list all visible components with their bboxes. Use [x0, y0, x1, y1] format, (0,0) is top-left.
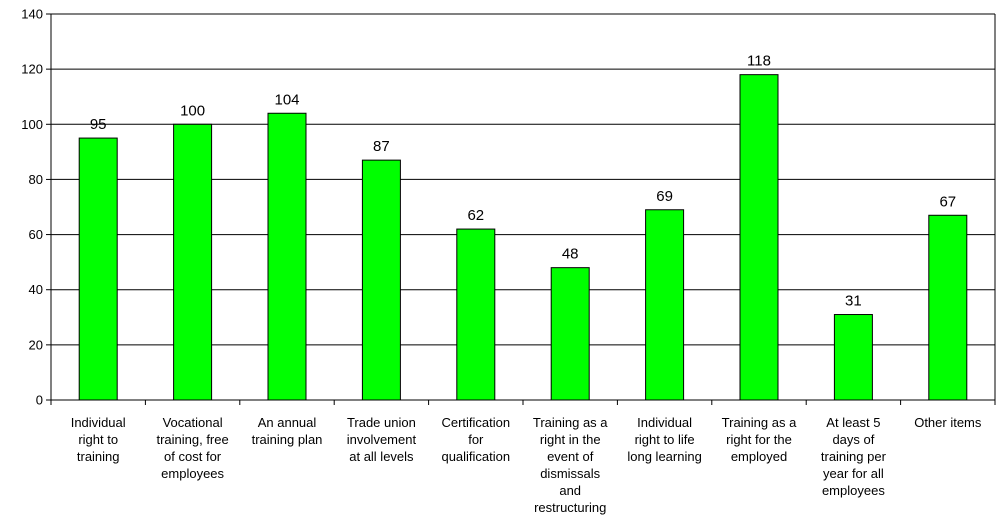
- category-label-line: employed: [731, 449, 787, 464]
- category-label-line: employees: [161, 466, 224, 481]
- category-label-line: restructuring: [534, 500, 606, 515]
- category-label: At least 5 days of training per year for al…: [821, 415, 887, 498]
- y-tick-labels: 0 20 40 60 80 100 120 140: [21, 7, 43, 408]
- category-label-line: qualification: [441, 449, 510, 464]
- data-label: 100: [180, 102, 205, 119]
- data-label: 95: [90, 116, 107, 133]
- category-label: An annual training plan: [252, 415, 323, 447]
- category-label-line: long learning: [627, 449, 701, 464]
- category-label-line: right in the: [540, 432, 601, 447]
- category-label: Training as a right in the event of dismiss…: [533, 415, 608, 515]
- category-label-line: right to life: [635, 432, 695, 447]
- category-label-line: right for the: [726, 432, 792, 447]
- bar: [78, 137, 118, 401]
- category-label-line: Training as a: [722, 415, 797, 430]
- bars: [78, 74, 968, 401]
- axes: [46, 13, 996, 405]
- bar: [173, 123, 213, 401]
- data-label: 48: [562, 246, 579, 263]
- category-label-line: training per: [821, 449, 887, 464]
- category-label: Certification for qualification: [441, 415, 510, 464]
- y-tick-label: 60: [29, 227, 43, 242]
- category-label-line: event of: [547, 449, 594, 464]
- category-label-line: dismissals: [540, 466, 600, 481]
- category-label-line: At least 5: [826, 415, 880, 430]
- category-label-line: and: [559, 483, 581, 498]
- y-tick-label: 80: [29, 172, 43, 187]
- category-label-line: Other items: [914, 415, 982, 430]
- y-tick-label: 140: [21, 7, 43, 22]
- y-tick-label: 120: [21, 62, 43, 77]
- bar: [267, 112, 307, 401]
- category-label-line: at all levels: [349, 449, 414, 464]
- category-label-line: year for all: [823, 466, 884, 481]
- category-label-line: right to: [78, 432, 118, 447]
- data-label: 67: [939, 193, 956, 210]
- bar: [645, 209, 685, 401]
- category-label-line: Trade union: [347, 415, 416, 430]
- bar: [739, 74, 779, 401]
- y-tick-label: 100: [21, 117, 43, 132]
- category-label-line: Vocational: [163, 415, 223, 430]
- category-label-line: involvement: [347, 432, 417, 447]
- category-label-line: training, free: [156, 432, 228, 447]
- category-label: Other items: [914, 415, 982, 430]
- category-label: Individual right to training: [71, 415, 126, 464]
- category-label: Training as a right for the employed: [722, 415, 797, 464]
- bar: [550, 267, 590, 401]
- data-label: 87: [373, 138, 390, 155]
- bar: [833, 314, 873, 401]
- category-label-line: Training as a: [533, 415, 608, 430]
- category-label-line: Individual: [637, 415, 692, 430]
- category-labels: Individual right to training Vocational trai…: [71, 415, 982, 515]
- bar: [456, 228, 496, 401]
- category-label-line: training plan: [252, 432, 323, 447]
- category-label: Individual right to life long learning: [627, 415, 701, 464]
- data-label: 118: [747, 53, 771, 70]
- category-label-line: Individual: [71, 415, 126, 430]
- bar: [928, 214, 968, 401]
- category-label-line: for: [468, 432, 484, 447]
- data-label: 69: [656, 188, 673, 205]
- category-label-line: of cost for: [164, 449, 222, 464]
- data-label: 104: [274, 91, 299, 108]
- category-label-line: days of: [832, 432, 874, 447]
- category-label-line: employees: [822, 483, 885, 498]
- category-label-line: Certification: [441, 415, 510, 430]
- category-label: Vocational training, free of cost for emplo…: [156, 415, 228, 481]
- category-label: Trade union involvement at all levels: [347, 415, 417, 464]
- y-tick-label: 0: [36, 393, 43, 408]
- category-label-line: training: [77, 449, 120, 464]
- category-label-line: An annual: [258, 415, 317, 430]
- data-label: 62: [467, 207, 484, 224]
- y-tick-label: 40: [29, 282, 43, 297]
- data-label: 31: [845, 293, 862, 310]
- data-labels: 95 100 104 87 62 48 69 118 31 67: [90, 53, 956, 310]
- bar: [361, 159, 401, 401]
- y-tick-label: 20: [29, 337, 43, 352]
